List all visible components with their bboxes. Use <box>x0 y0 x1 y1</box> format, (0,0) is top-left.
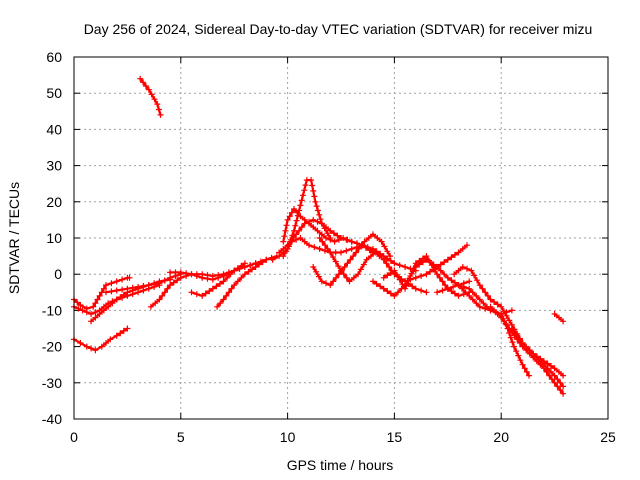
series-arc-19 <box>402 242 470 285</box>
series-arc-10 <box>214 256 270 310</box>
series-markers <box>551 311 567 325</box>
series-arc-09 <box>188 260 248 299</box>
series-arc-25 <box>551 311 567 325</box>
series-trace <box>489 305 565 395</box>
series-arc-24 <box>508 325 567 390</box>
y-tick-label: 10 <box>46 230 62 246</box>
series-arc-14 <box>280 235 376 260</box>
series-markers <box>137 75 164 118</box>
series-trace <box>371 258 471 297</box>
series-markers <box>188 260 248 299</box>
y-tick-label: -10 <box>42 302 62 318</box>
y-tick-label: 60 <box>46 49 62 65</box>
y-tick-label: -30 <box>42 375 62 391</box>
x-tick-label: 10 <box>280 429 296 445</box>
x-tick-label: 0 <box>70 429 78 445</box>
plot-frame <box>73 56 609 420</box>
y-tick-label: 30 <box>46 158 62 174</box>
x-tick-label: 25 <box>600 429 616 445</box>
series-markers <box>310 231 394 289</box>
plot-area <box>71 75 567 397</box>
series-trace <box>216 258 268 308</box>
series-arc-18 <box>380 253 473 299</box>
series-arc-05 <box>103 271 184 296</box>
y-axis-label: SDTVAR / TECUs <box>6 182 22 294</box>
chart-title: Day 256 of 2024, Sidereal Day-to-day VTE… <box>84 21 593 37</box>
series-markers <box>508 325 567 390</box>
axis-ticks: 0 5 10 15 20 25 -40 -30 -20 -10 0 10 20 30 40 50 60 <box>42 49 616 445</box>
y-tick-label: 40 <box>46 121 62 137</box>
y-tick-label: 20 <box>46 194 62 210</box>
y-tick-label: -40 <box>42 411 62 427</box>
series-arc-03 <box>71 325 131 354</box>
series-arc-15 <box>310 231 394 289</box>
series-markers <box>402 242 470 285</box>
series-markers <box>380 253 473 299</box>
x-axis-label: GPS time / hours <box>287 457 394 473</box>
x-tick-label: 20 <box>493 429 509 445</box>
series-markers <box>214 256 270 310</box>
series-arc-06 <box>137 75 164 118</box>
x-tick-label: 15 <box>387 429 403 445</box>
series-trace <box>510 327 565 388</box>
y-tick-label: 0 <box>54 266 62 282</box>
series-markers <box>276 216 366 256</box>
y-tick-label: 50 <box>46 85 62 101</box>
series-markers <box>103 271 184 296</box>
x-tick-label: 5 <box>177 429 185 445</box>
y-tick-label: -20 <box>42 339 62 355</box>
